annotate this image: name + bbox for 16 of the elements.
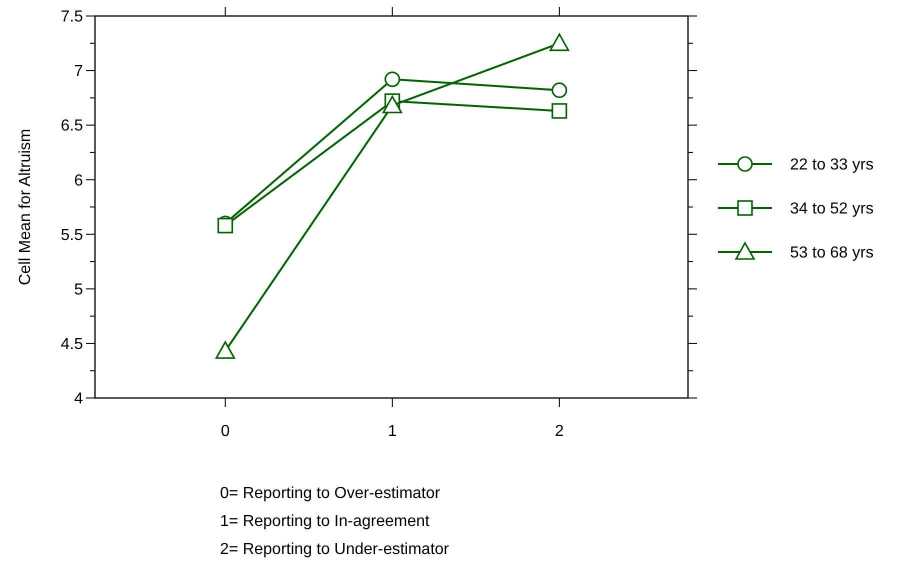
legend-label: 34 to 52 yrs [790,200,874,218]
y-tick-label: 7 [74,63,84,80]
x-axis-title: 0= Reporting to Over-estimator 1= Reporting to In-agreement 2= Reporting to Under-estimator [220,485,450,558]
y-tick-label: 5 [74,281,84,298]
y-tick-label: 6.5 [60,118,84,135]
y-tick-label: 4.5 [60,336,84,354]
y-tick-label: 5.5 [60,226,84,244]
y-tick-label: 4 [74,390,84,408]
legend-label: 22 to 33 yrs [790,156,874,174]
x-tick-label: 1 [388,423,397,440]
y-axis-title: Cell Mean for Altruism [17,128,34,286]
x-tick-label: 2 [554,423,564,440]
legend-label: 53 to 68 yrs [790,244,874,262]
y-tick-label: 7.5 [60,8,84,26]
x-tick-label: 0 [220,423,230,440]
y-tick-label: 6 [74,172,84,190]
